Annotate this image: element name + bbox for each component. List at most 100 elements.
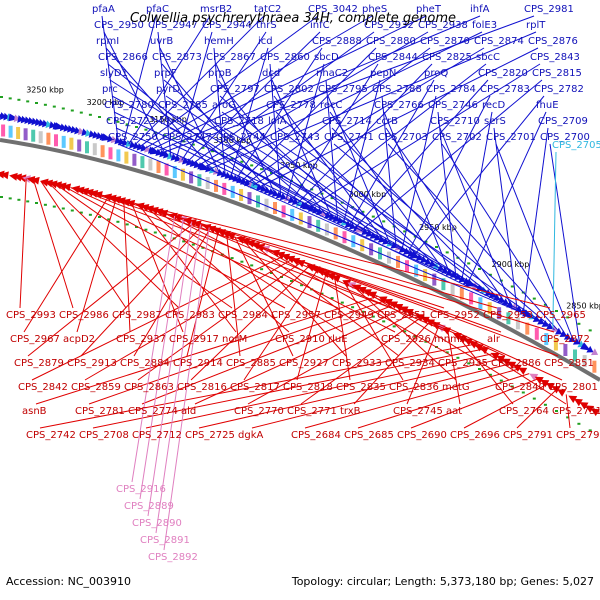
gc-mark [79, 211, 83, 214]
forward-gene-arrow [24, 116, 31, 124]
forward-leader-line [291, 63, 379, 202]
feature-bar [116, 149, 121, 162]
reverse-leader-line [154, 209, 343, 333]
forward-leader-line [154, 15, 481, 153]
forward-leader-line [101, 15, 119, 142]
forward-leader-line [169, 127, 481, 290]
reverse-gene-arrow [529, 373, 539, 382]
forward-gene-arrow [550, 325, 558, 332]
reverse-gene-label: CPS_2771 [287, 406, 337, 417]
forward-gene-label: proQ [424, 68, 448, 79]
reverse-leader-line [47, 182, 180, 309]
gc-mark [153, 131, 157, 134]
feature-bar [525, 322, 530, 335]
gc-mark [52, 105, 56, 108]
gc-mark [163, 134, 167, 137]
forward-gene-label: msrB2 [200, 4, 232, 15]
reverse-gene-label: CPS_2842 [18, 382, 68, 393]
reverse-gene-label: CPS_2886 [491, 358, 541, 369]
feature-bar [333, 227, 338, 240]
gc-mark [191, 143, 195, 146]
feature-bar [592, 360, 597, 373]
feature-bar [108, 147, 113, 160]
reverse-gene-label: CPS_2872 [540, 334, 590, 345]
gc-mark [543, 303, 547, 306]
reverse-gene-label: trxB [340, 406, 361, 417]
forward-gene-label: CPS_2784 [426, 84, 476, 95]
gc-mark [456, 356, 460, 359]
reverse-gene-label: CPS_2986 [59, 310, 109, 321]
reverse-leader-line [360, 287, 510, 381]
feature-bar [351, 235, 356, 248]
reverse-gene-arrow [13, 173, 23, 182]
pink-gene-label: CPS_2889 [124, 501, 174, 512]
reverse-gene-arrow [31, 176, 40, 185]
reverse-gene-label: CPS_2835 [336, 382, 386, 393]
forward-gene-arrow [291, 197, 299, 205]
reverse-gene-label: CPS_2965 [536, 310, 586, 321]
forward-leader-line [163, 79, 321, 214]
kbp-tick-label: 2850 kbp [566, 301, 600, 310]
gc-mark [144, 128, 148, 131]
reverse-gene-label: CPS_2933 [332, 358, 382, 369]
reverse-gene-label: CPS_2917 [169, 334, 219, 345]
forward-gene-label: CPS_2709 [538, 116, 588, 127]
forward-gene-label: CPS_2702 [432, 132, 482, 143]
gc-mark [163, 234, 167, 237]
forward-gene-arrow [590, 348, 599, 356]
forward-leader-line [258, 47, 539, 188]
forward-leader-line [343, 79, 381, 223]
reverse-gene-arrow [316, 268, 326, 276]
gc-mark [588, 329, 592, 332]
gc-mark [107, 218, 111, 221]
reverse-gene-label: CPS_2926 [381, 334, 431, 345]
feature-bar [148, 158, 153, 171]
reverse-gene-label: rluE [328, 334, 348, 345]
reverse-gene-arrow [342, 279, 352, 288]
reverse-leader-line [141, 304, 396, 405]
forward-leader-line [327, 95, 391, 245]
reverse-leader-line [137, 262, 302, 381]
gc-mark [435, 246, 438, 248]
feature-bars-track [1, 124, 597, 373]
gc-mark [320, 292, 324, 295]
reverse-leader-line [406, 325, 440, 405]
gc-mark [403, 230, 407, 233]
gc-mark [35, 202, 38, 204]
forward-leader-line [123, 15, 157, 143]
reverse-leader-line [138, 204, 237, 333]
gc-mark [220, 153, 224, 156]
gc-mark [98, 116, 101, 118]
forward-gene-label: prpF [154, 68, 177, 79]
reverse-gene-arrow [501, 358, 511, 366]
forward-gene-arrow [20, 115, 28, 124]
gc-mark [61, 207, 65, 210]
topology-summary: Topology: circular; Length: 5,373,180 bp… [291, 575, 594, 588]
pink-leader-line [147, 221, 193, 517]
reverse-gene-label: CPS_2863 [124, 382, 174, 393]
forward-gene-label: CPS_2795 [318, 84, 368, 95]
reverse-gene-arrow [507, 361, 517, 369]
reverse-leader-line [170, 214, 449, 333]
reverse-gene-label: CPS_2696 [450, 430, 500, 441]
forward-gene-label: serS [484, 116, 506, 127]
reverse-leader-line [146, 207, 290, 333]
forward-leader-line [285, 63, 325, 199]
gc-mark [330, 197, 334, 200]
gene-labels: pfaA pfaC msrB2 tatC2 CPS_3042 pheS pheT ihfA CP… [6, 4, 600, 563]
gc-mark [510, 285, 514, 288]
gc-mark [52, 205, 56, 208]
reverse-leader-line [88, 299, 387, 405]
reverse-leader-line [357, 373, 530, 429]
gc-mark [413, 335, 417, 338]
gc-mark [566, 416, 570, 419]
gc-mark [250, 264, 254, 267]
reverse-gene-label: asnB [22, 406, 47, 417]
forward-gene-label: CPS_2701 [486, 132, 536, 143]
feature-bar [360, 239, 365, 252]
feature-bar [469, 292, 474, 305]
forward-gene-label: CPS_2938 [418, 20, 468, 31]
forward-gene-label: slyD1 [100, 68, 128, 79]
kbp-tick-label: 3250 kbp [26, 85, 64, 94]
